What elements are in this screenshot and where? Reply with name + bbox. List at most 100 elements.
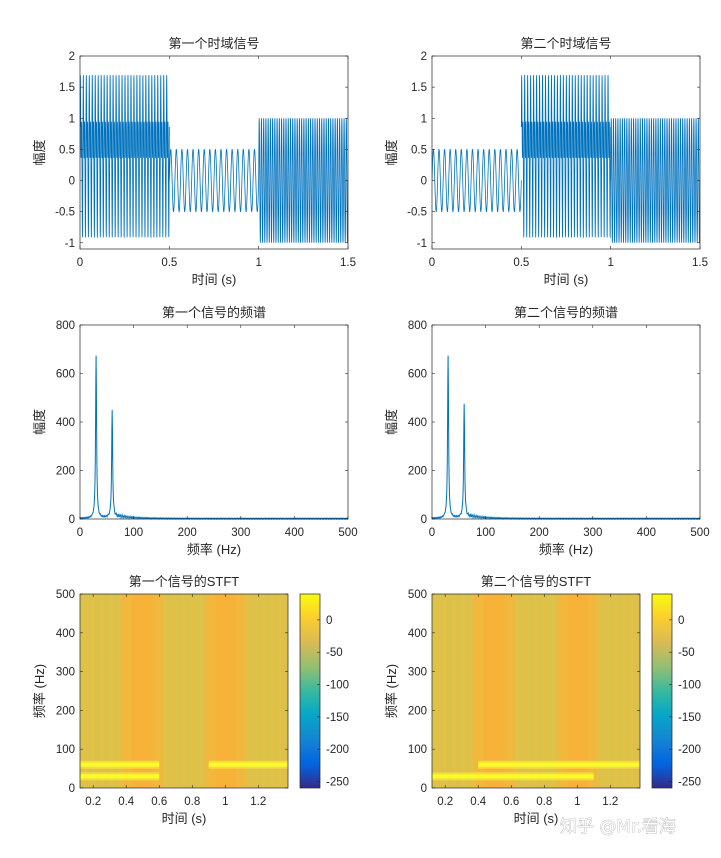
spectrogram-stripe (264, 594, 268, 788)
spectrogram-stripe (536, 594, 540, 788)
spectrogram-stripe (518, 594, 522, 788)
spectrogram-stripe (527, 594, 531, 788)
colorbar-tick-label: -50 (326, 647, 343, 659)
x-tick-label: 0.4 (118, 796, 135, 808)
y-tick-label: 400 (56, 628, 75, 640)
spectrogram-stripe (634, 594, 638, 788)
y-axis-label: 幅度 (384, 409, 399, 435)
spectrogram-stripe (461, 594, 466, 788)
x-tick-label: 0.8 (184, 796, 200, 808)
y-tick-label: 1 (421, 113, 427, 125)
x-axis-label: 时间 (s) (514, 811, 559, 826)
x-tick-label: 1.5 (692, 257, 708, 269)
spectrogram-stripe (267, 594, 271, 788)
y-tick-label: 800 (408, 320, 427, 332)
y-tick-label: 100 (408, 744, 427, 756)
signal-segment-1 (80, 75, 170, 239)
spectrogram-stripe (613, 594, 617, 788)
x-tick-label: 0.2 (437, 796, 453, 808)
spectrogram-stripe (195, 594, 200, 788)
spectrogram-stripe (452, 594, 457, 788)
spectrogram-stripe (467, 594, 472, 788)
spectrogram-stripe (201, 594, 206, 788)
y-tick-label: -0.5 (55, 207, 75, 219)
x-axis-label: 频率 (Hz) (539, 542, 593, 557)
colorbar-tick-label: 0 (678, 615, 684, 627)
x-tick-label: 300 (231, 527, 250, 539)
spectrogram-stripe (166, 594, 170, 788)
x-tick-label: 0.5 (513, 257, 529, 269)
chart-title: 第二个信号的STFT (481, 574, 592, 589)
x-tick-label: 1.2 (250, 796, 266, 808)
colorbar-tick-label: -200 (678, 744, 701, 756)
frequency-line-2 (80, 762, 160, 767)
y-tick-label: 0 (69, 514, 75, 526)
colorbar-tick-label: -100 (326, 680, 349, 692)
spectrogram-stripe (524, 594, 528, 788)
x-tick-label: 0 (429, 257, 435, 269)
frequency-line-2 (478, 762, 640, 767)
y-tick-label: 100 (56, 744, 75, 756)
y-tick-label: 0.5 (59, 144, 75, 156)
x-tick-label: 1 (222, 796, 228, 808)
axes-box (79, 593, 289, 789)
x-axis-label: 时间 (s) (544, 272, 589, 287)
chart-stft1: 0.2 0.4 0.6 0.8 1 1.2 0 100 200 300 400 500 第一个信号的ST… (32, 574, 349, 826)
y-tick-label: -0.5 (407, 207, 427, 219)
x-tick-label: 0 (429, 527, 435, 539)
y-tick-label: 1 (69, 113, 75, 125)
spectrogram-stripe (192, 594, 197, 788)
x-tick-label: 500 (338, 527, 357, 539)
spectrogram-stripe (198, 594, 203, 788)
spectrogram-stripe (112, 594, 117, 788)
spectrogram-stripe (100, 594, 105, 788)
spectrogram-stripe (458, 594, 463, 788)
colorbar (299, 593, 321, 789)
frequency-line-3 (208, 762, 288, 767)
axes-box (431, 324, 701, 520)
axes-box (79, 324, 349, 520)
y-axis-label: 幅度 (32, 139, 47, 165)
colorbar-tick-label: -100 (678, 680, 701, 692)
spectrogram-stripe (604, 594, 608, 788)
spectrogram-stripe (184, 594, 188, 788)
y-tick-label: 2 (69, 51, 75, 63)
signal-segment-2 (520, 75, 612, 239)
y-tick-label: 600 (408, 369, 427, 381)
spectrogram-stripe (601, 594, 605, 788)
spectrogram-stripe (538, 594, 543, 788)
y-tick-label: 1.5 (411, 82, 427, 94)
spectrogram-stripe (521, 594, 525, 788)
y-tick-label: -1 (417, 238, 427, 250)
spectrogram-stripe (595, 594, 599, 788)
spectrogram-stripe (270, 594, 274, 788)
spectrogram-stripe (446, 594, 451, 788)
x-tick-label: 1.2 (602, 796, 618, 808)
bright-band-core-1 (131, 594, 153, 788)
colorbar-tick-label: -250 (678, 777, 701, 789)
spectrogram-stripe (631, 594, 635, 788)
x-tick-label: 500 (690, 527, 709, 539)
spectrogram-stripe (246, 594, 250, 788)
spectrogram-stripe (616, 594, 620, 788)
spectrogram-stripe (625, 594, 629, 788)
signal-segment-3 (258, 118, 348, 243)
x-tick-label: 300 (583, 527, 602, 539)
y-tick-label: 0 (421, 514, 427, 526)
x-tick-label: 1 (574, 796, 580, 808)
y-tick-label: 300 (408, 667, 427, 679)
watermark-text: 知乎 @Mr.看海 (560, 817, 676, 837)
spectrogram-stripe (94, 594, 99, 788)
spectrogram-stripe (553, 594, 558, 788)
spectrogram-stripe (607, 594, 611, 788)
x-tick-label: 0.8 (536, 796, 552, 808)
chart-title: 第一个时域信号 (168, 36, 259, 51)
y-tick-label: 800 (56, 320, 75, 332)
axes-box (79, 55, 349, 250)
signal-segment-3 (610, 118, 700, 243)
spectrogram-stripe (628, 594, 632, 788)
spectrogram-stripe (464, 594, 469, 788)
x-tick-label: 200 (530, 527, 549, 539)
